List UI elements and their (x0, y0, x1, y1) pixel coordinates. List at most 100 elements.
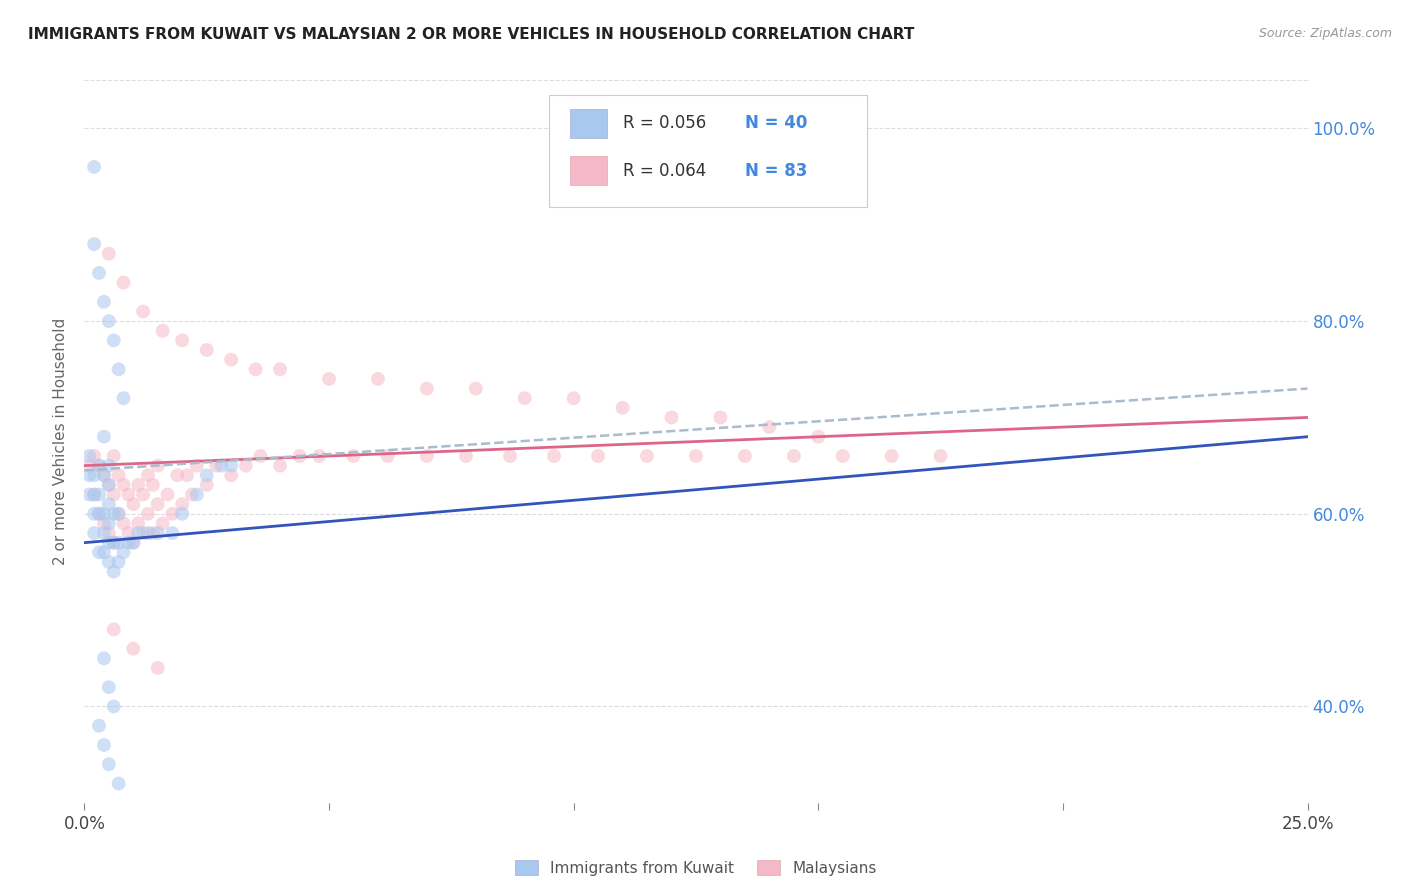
FancyBboxPatch shape (550, 95, 868, 207)
Point (117, 535, 139, 549)
Point (156, 487, 179, 501)
Point (97, 535, 120, 549)
Point (87, 719, 110, 733)
Point (181, 487, 204, 501)
Point (142, 526, 165, 541)
Point (77, 449, 100, 463)
Text: N = 83: N = 83 (745, 161, 807, 179)
Point (83, 237, 105, 252)
Text: IMMIGRANTS FROM KUWAIT VS MALAYSIAN 2 OR MORE VEHICLES IN HOUSEHOLD CORRELATION : IMMIGRANTS FROM KUWAIT VS MALAYSIAN 2 OR… (28, 27, 914, 42)
Point (929, 449, 952, 463)
Point (122, 535, 145, 549)
Legend: Immigrants from Kuwait, Malaysians: Immigrants from Kuwait, Malaysians (509, 854, 883, 882)
Point (136, 526, 159, 541)
Point (103, 535, 125, 549)
Text: N = 40: N = 40 (745, 114, 807, 132)
Point (166, 468, 188, 483)
Point (209, 458, 232, 473)
Point (107, 507, 129, 521)
Point (117, 487, 139, 501)
Point (87, 487, 110, 501)
Point (831, 449, 853, 463)
Point (97, 458, 120, 473)
Point (103, 487, 125, 501)
Point (136, 468, 159, 483)
Point (77, 458, 100, 473)
Point (162, 526, 184, 541)
Point (612, 401, 634, 415)
Point (87, 458, 110, 473)
Point (103, 699, 125, 714)
Point (97, 516, 120, 531)
Point (107, 555, 129, 569)
Point (172, 507, 194, 521)
Point (112, 545, 135, 559)
Point (112, 391, 135, 405)
Point (685, 449, 707, 463)
Point (97, 314, 120, 328)
Point (152, 516, 174, 531)
Point (146, 458, 169, 473)
Point (77, 487, 100, 501)
Point (87, 458, 110, 473)
Point (146, 661, 169, 675)
Point (93, 294, 115, 309)
Text: R = 0.056: R = 0.056 (623, 114, 706, 132)
Text: Source: ZipAtlas.com: Source: ZipAtlas.com (1258, 27, 1392, 40)
Point (709, 410, 731, 425)
Point (454, 449, 477, 463)
Point (103, 507, 125, 521)
Point (83, 449, 105, 463)
Point (132, 526, 155, 541)
Point (107, 776, 129, 790)
Point (122, 641, 145, 656)
Point (93, 468, 115, 483)
Point (97, 497, 120, 511)
Point (186, 487, 208, 501)
Point (107, 468, 129, 483)
Point (93, 507, 115, 521)
Point (93, 468, 115, 483)
Point (93, 651, 115, 665)
Point (513, 391, 536, 405)
Point (219, 352, 242, 367)
Point (464, 382, 486, 396)
Point (87, 545, 110, 559)
Point (83, 526, 105, 541)
Point (142, 478, 165, 492)
Point (219, 468, 242, 483)
Point (93, 738, 115, 752)
Point (758, 420, 780, 434)
Point (83, 468, 105, 483)
Point (97, 526, 120, 541)
Point (195, 468, 218, 483)
Text: R = 0.064: R = 0.064 (623, 161, 706, 179)
Point (195, 343, 218, 357)
Point (162, 507, 184, 521)
Point (93, 516, 115, 531)
Point (93, 430, 115, 444)
Point (97, 555, 120, 569)
Point (308, 449, 330, 463)
Point (146, 526, 169, 541)
Point (83, 160, 105, 174)
Point (93, 545, 115, 559)
Point (880, 449, 903, 463)
Point (93, 526, 115, 541)
Point (172, 334, 194, 348)
Point (562, 391, 585, 405)
Point (122, 535, 145, 549)
Point (783, 449, 806, 463)
Point (83, 487, 105, 501)
FancyBboxPatch shape (569, 156, 606, 185)
Point (132, 487, 155, 501)
Point (107, 535, 129, 549)
Point (807, 430, 830, 444)
Point (112, 516, 135, 531)
Point (219, 458, 242, 473)
Point (97, 246, 120, 260)
Point (342, 449, 364, 463)
Point (103, 623, 125, 637)
Point (112, 276, 135, 290)
Point (499, 449, 522, 463)
